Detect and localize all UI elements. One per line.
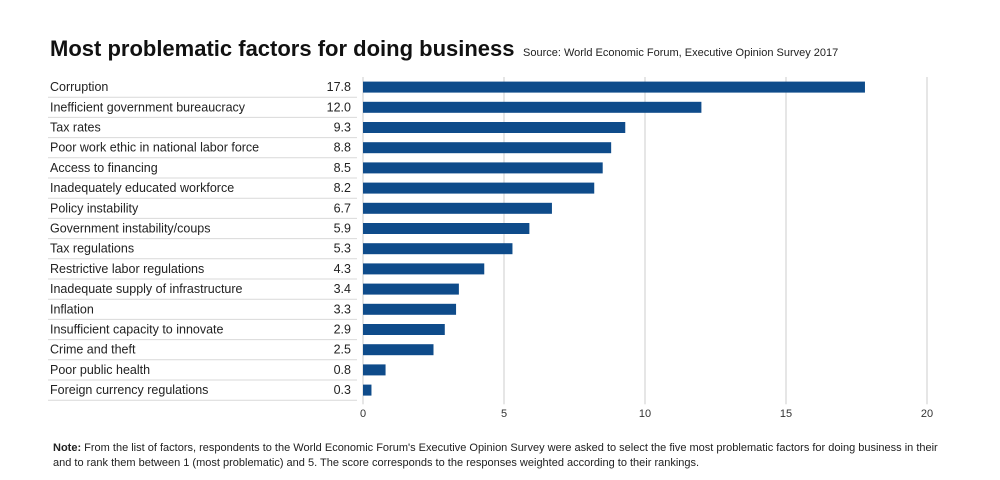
value-label: 5.3: [334, 242, 351, 256]
note-text-line2: and to rank them between 1 (most problem…: [53, 457, 700, 469]
category-label: Access to financing: [50, 161, 158, 175]
value-label: 4.3: [334, 262, 351, 276]
value-label: 9.3: [334, 121, 351, 135]
bar: [363, 81, 865, 93]
note-text-line1: From the list of factors, respondents to…: [84, 442, 938, 454]
value-label: 0.8: [334, 363, 351, 377]
category-label: Inefficient government bureaucracy: [50, 100, 246, 114]
value-label: 8.8: [334, 141, 351, 155]
value-label: 8.2: [334, 181, 351, 195]
category-label: Foreign currency regulations: [50, 383, 208, 397]
bar: [363, 202, 552, 214]
bar: [363, 303, 457, 315]
bar: [363, 122, 626, 133]
chart-source: Source: World Economic Forum, Executive …: [523, 47, 839, 59]
chart-note: Note: From the list of factors, responde…: [53, 441, 998, 471]
bar: [363, 324, 445, 335]
value-label: 0.3: [334, 383, 351, 397]
category-label: Inadequately educated workforce: [50, 181, 234, 195]
bar: [363, 364, 386, 376]
bar: [363, 283, 459, 295]
note-label: Note:: [53, 442, 82, 454]
value-label: 2.9: [334, 323, 351, 337]
bar: [363, 162, 603, 174]
x-tick-label: 20: [921, 408, 933, 420]
value-label: 12.0: [327, 100, 351, 114]
value-label: 5.9: [334, 222, 351, 236]
value-label: 8.5: [334, 161, 351, 175]
bar: [363, 344, 434, 356]
value-label: 6.7: [334, 201, 351, 215]
chart-title: Most problematic factors for doing busin…: [50, 36, 515, 61]
category-label: Government instability/coups: [50, 222, 211, 236]
value-label: 3.3: [334, 302, 351, 316]
category-label: Corruption: [50, 80, 108, 94]
value-label: 3.4: [334, 282, 351, 296]
bar: [363, 142, 612, 154]
bar: [363, 182, 595, 194]
category-label: Tax regulations: [50, 242, 134, 256]
bar: [363, 243, 513, 255]
bar: [363, 223, 530, 234]
x-tick-label: 5: [501, 408, 507, 420]
x-tick-label: 10: [639, 408, 651, 420]
category-label: Restrictive labor regulations: [50, 262, 204, 276]
value-label: 2.5: [334, 343, 351, 357]
value-label: 17.8: [327, 80, 351, 94]
bar: [363, 101, 702, 113]
x-tick-label: 15: [780, 408, 792, 420]
x-tick-label: 0: [360, 408, 366, 420]
category-label: Poor work ethic in national labor force: [50, 141, 259, 155]
bar: [363, 384, 372, 396]
category-label: Policy instability: [50, 201, 139, 215]
category-label: Tax rates: [50, 121, 101, 135]
bar: [363, 263, 485, 275]
category-label: Crime and theft: [50, 343, 136, 357]
category-label: Poor public health: [50, 363, 150, 377]
category-label: Inflation: [50, 302, 94, 316]
category-label: Inadequate supply of infrastructure: [50, 282, 243, 296]
category-label: Insufficient capacity to innovate: [50, 323, 224, 337]
